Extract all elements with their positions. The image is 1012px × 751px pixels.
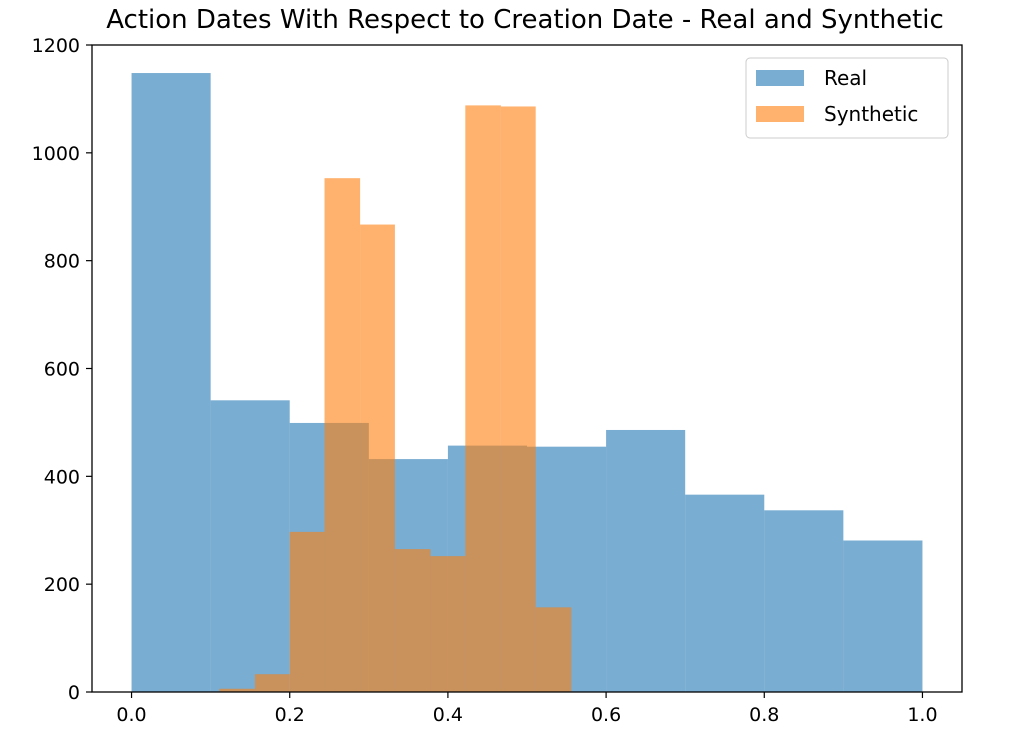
real-bar xyxy=(685,494,765,692)
real-bar xyxy=(606,429,686,692)
x-tick-label: 1.0 xyxy=(907,704,937,726)
chart-title: Action Dates With Respect to Creation Da… xyxy=(106,5,944,35)
real-bar xyxy=(210,400,290,692)
x-tick-label: 0.4 xyxy=(433,704,463,726)
y-tick-label: 400 xyxy=(44,466,80,488)
real-bar xyxy=(764,510,844,692)
x-tick-label: 0.8 xyxy=(749,704,779,726)
x-tick-label: 0.6 xyxy=(591,704,621,726)
synthetic-bar xyxy=(219,688,255,692)
synthetic-bar xyxy=(465,105,501,693)
legend-swatch-synthetic xyxy=(756,106,804,122)
y-tick-label: 1000 xyxy=(32,143,80,165)
synthetic-bar xyxy=(535,607,572,692)
legend-label-synthetic: Synthetic xyxy=(824,102,918,126)
y-tick-label: 0 xyxy=(68,682,80,704)
synthetic-bar xyxy=(360,224,395,693)
real-bar xyxy=(131,73,211,692)
x-tick-label: 0.2 xyxy=(275,704,305,726)
synthetic-bar xyxy=(430,556,466,692)
legend-swatch-real xyxy=(756,70,804,86)
y-tick-label: 1200 xyxy=(32,35,80,57)
real-bar xyxy=(843,540,923,692)
x-axis: 0.0 0.2 0.4 0.6 0.8 1.0 xyxy=(116,692,938,726)
synthetic-bar xyxy=(324,178,361,692)
histogram-bars xyxy=(131,73,923,693)
synthetic-bar xyxy=(394,549,431,692)
y-tick-label: 800 xyxy=(44,251,80,273)
synthetic-bar xyxy=(254,674,290,692)
y-tick-label: 600 xyxy=(44,359,80,381)
legend-label-real: Real xyxy=(824,66,867,90)
x-tick-label: 0.0 xyxy=(116,704,146,726)
y-tick-label: 200 xyxy=(44,574,80,596)
legend: Real Synthetic xyxy=(745,57,949,139)
synthetic-bar xyxy=(500,106,536,693)
synthetic-bar xyxy=(289,531,325,692)
y-axis: 0 200 400 600 800 1000 1200 xyxy=(32,35,92,704)
